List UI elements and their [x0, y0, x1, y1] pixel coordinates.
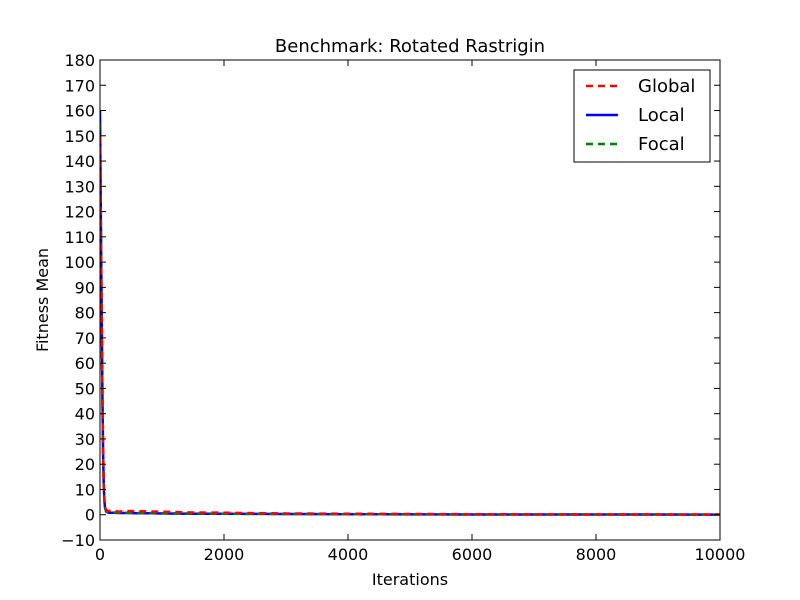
y-tick-label: 140: [64, 152, 95, 171]
y-tick-label: 110: [64, 228, 95, 247]
y-tick-label: 80: [75, 304, 95, 323]
y-tick-label: 20: [75, 455, 95, 474]
x-tick-label: 2000: [204, 545, 245, 564]
y-tick-label: 0: [85, 506, 95, 525]
y-tick-label: 130: [64, 177, 95, 196]
x-axis-label: Iterations: [372, 570, 448, 589]
y-tick-label: 90: [75, 278, 95, 297]
x-axis: 0 2000 4000 6000 8000 10000: [95, 60, 746, 564]
y-axis-label: Fitness Mean: [33, 248, 52, 352]
series-layer: [100, 110, 720, 516]
legend-label-focal: Focal: [638, 134, 685, 155]
y-tick-label: −10: [61, 531, 95, 550]
x-tick-label: 8000: [576, 545, 617, 564]
y-tick-label: 30: [75, 430, 95, 449]
y-tick-label: 60: [75, 354, 95, 373]
y-tick-label: 150: [64, 127, 95, 146]
y-tick-label: 70: [75, 329, 95, 348]
plot-area: [100, 110, 720, 516]
y-tick-label: 40: [75, 405, 95, 424]
plot-frame: [99, 59, 721, 541]
legend-label-local: Local: [638, 105, 685, 126]
y-tick-label: 160: [64, 102, 95, 121]
x-tick-label: 0: [95, 545, 105, 564]
y-tick-label: 50: [75, 379, 95, 398]
y-axis: −10 0 10 20 30 40 50 60 70 80 90 100 110 120 130 140 150…: [61, 51, 720, 550]
y-tick-label: 10: [75, 480, 95, 499]
series-line-global: [100, 135, 720, 516]
y-tick-label: 120: [64, 203, 95, 222]
x-tick-label: 10000: [695, 545, 746, 564]
y-tick-label: 180: [64, 51, 95, 70]
x-tick-label: 4000: [328, 545, 369, 564]
x-tick-label: 6000: [452, 545, 493, 564]
chart-title: Benchmark: Rotated Rastrigin: [275, 36, 545, 57]
y-tick-label: 100: [64, 253, 95, 272]
legend: Global Local Focal: [573, 69, 711, 163]
y-tick-label: 170: [64, 76, 95, 95]
legend-label-global: Global: [638, 76, 695, 97]
